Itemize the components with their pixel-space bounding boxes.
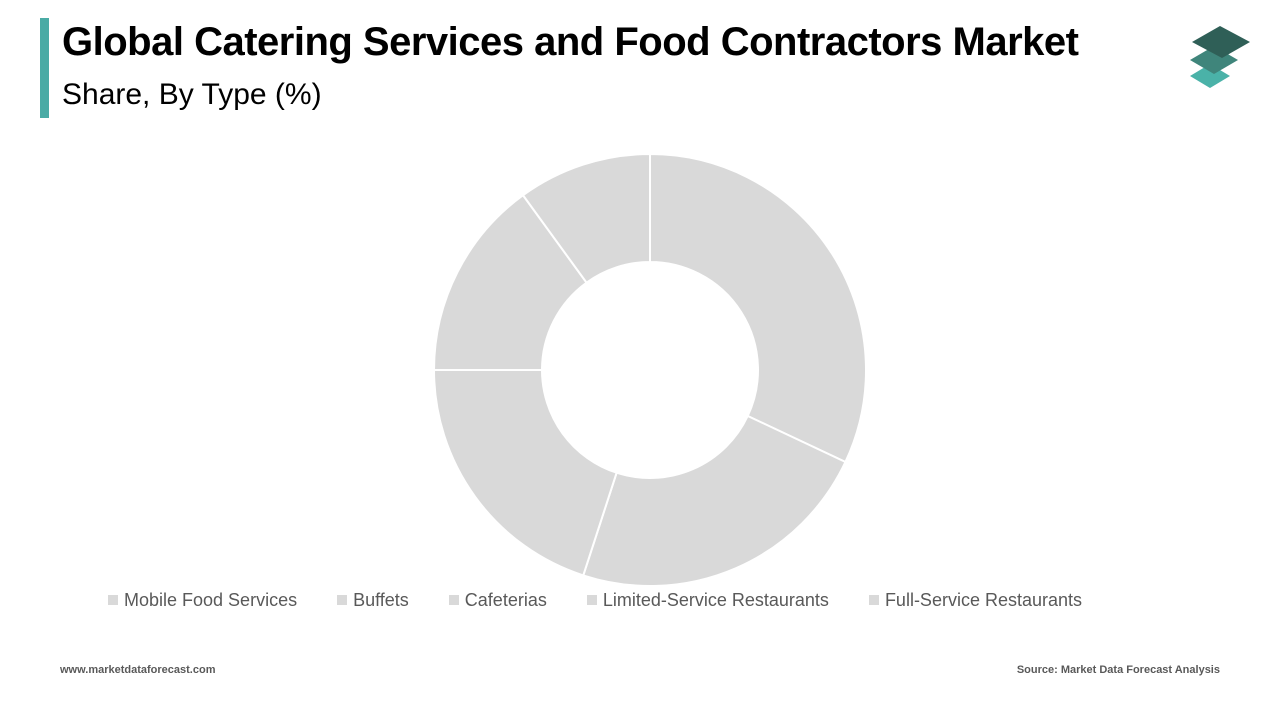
- legend-label: Full-Service Restaurants: [884, 589, 1083, 610]
- title-accent-bar: [40, 18, 49, 118]
- legend-item-limited-service-restaurants: Limited-Service Restaurants: [586, 589, 829, 611]
- legend-swatch: [337, 595, 348, 605]
- legend-item-mobile-food-services: Mobile Food Services: [108, 590, 297, 611]
- legend-label: Buffets: [353, 589, 409, 610]
- legend-item-cafeterias: Cafeterias: [448, 589, 547, 611]
- legend-item-full-service-restaurants: Full-Service Restaurants: [868, 589, 1083, 611]
- legend-swatch: [448, 595, 459, 605]
- legend-swatch: [868, 595, 879, 605]
- chart-title: Global Catering Services and Food Contra…: [62, 20, 1079, 64]
- chart-legend: Mobile Food Services Buffets Cafeterias Lim…: [108, 588, 1122, 612]
- donut-slice-buffets: [432, 193, 588, 371]
- donut-slice-full-service-restaurants: [649, 152, 867, 464]
- legend-label: Mobile Food Services: [124, 589, 298, 610]
- donut-slice-cafeterias: [432, 369, 618, 577]
- layered-stack-icon: [1190, 26, 1250, 88]
- legend-swatch: [108, 595, 118, 605]
- donut-slice-mobile-food-services: [521, 152, 651, 285]
- chart-subtitle: Share, By Type (%): [62, 78, 322, 111]
- website-footer: www.marketdataforecast.com: [60, 664, 216, 676]
- source-footer: Source: Market Data Forecast Analysis: [1016, 664, 1220, 676]
- donut-chart: [432, 152, 867, 587]
- legend-item-buffets: Buffets: [337, 590, 409, 611]
- legend-label: Cafeterias: [464, 589, 547, 610]
- legend-swatch: [586, 595, 597, 605]
- donut-slice-limited-service-restaurants: [581, 414, 847, 587]
- legend-label: Limited-Service Restaurants: [602, 589, 829, 610]
- logo-layer-top: [1192, 26, 1250, 58]
